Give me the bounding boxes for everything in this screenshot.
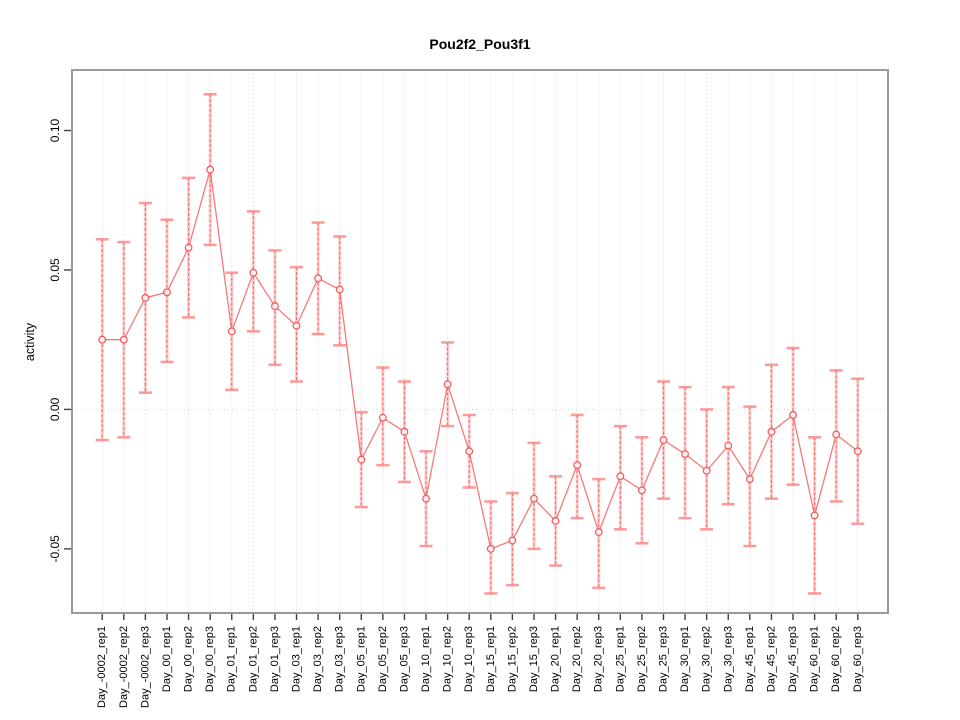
x-tick-label: Day_45_rep1 [744, 626, 756, 692]
x-tick-label: Day_25_rep2 [636, 626, 648, 692]
data-point [184, 243, 193, 252]
data-point [292, 321, 301, 330]
x-tick-label: Day_03_rep3 [334, 626, 346, 692]
x-tick-label: Day_01_rep1 [226, 626, 238, 692]
x-tick-label: Day_00_rep3 [204, 626, 216, 692]
data-point [594, 528, 603, 537]
data-point [206, 165, 215, 174]
data-point [810, 511, 819, 520]
x-tick-label: Day_10_rep2 [442, 626, 454, 692]
x-tick-label: Day_00_rep2 [183, 626, 195, 692]
y-tick-label: 0.05 [48, 258, 62, 282]
x-tick-label: Day_20_rep2 [571, 626, 583, 692]
data-point [378, 413, 387, 422]
data-point [637, 486, 646, 495]
x-tick-label: Day_05_rep1 [355, 626, 367, 692]
x-tick-label: Day_60_rep3 [852, 626, 864, 692]
x-tick-label: Day_10_rep3 [463, 626, 475, 692]
data-point [249, 268, 258, 277]
x-tick-label: Day_10_rep1 [420, 626, 432, 692]
x-tick-label: Day_60_rep1 [809, 626, 821, 692]
x-tick-label: Day_15_rep3 [528, 626, 540, 692]
data-point [702, 466, 711, 475]
data-point [465, 447, 474, 456]
data-point [853, 447, 862, 456]
data-point [530, 494, 538, 503]
x-tick-label: Day_03_rep2 [312, 626, 324, 692]
plot-area-border [71, 69, 889, 614]
data-point [98, 335, 107, 344]
x-tick-label: Day_25_rep1 [614, 626, 626, 692]
x-tick-label: Day_20_rep1 [550, 626, 562, 692]
data-point [573, 461, 582, 470]
x-tick-label: Day_01_rep2 [247, 626, 259, 692]
y-tick-label: -0.05 [48, 535, 62, 563]
x-tick-label: Day_15_rep1 [485, 626, 497, 692]
data-point [659, 436, 668, 445]
x-tick-label: Day_05_rep2 [377, 626, 389, 692]
x-tick-label: Day_20_rep3 [593, 626, 605, 692]
data-point [141, 293, 150, 302]
x-tick-label: Day_25_rep3 [657, 626, 669, 692]
data-point [422, 494, 430, 503]
data-point [486, 544, 495, 553]
data-point [832, 430, 841, 439]
x-tick-label: Day_03_rep1 [291, 626, 303, 692]
data-point [616, 472, 625, 481]
x-tick-label: Day_30_rep1 [679, 626, 691, 692]
data-point [314, 274, 323, 283]
x-tick-label: Day_01_rep3 [269, 626, 281, 692]
data-point [400, 427, 409, 436]
x-tick-label: Day_30_rep2 [701, 626, 713, 692]
data-point [443, 380, 452, 389]
x-tick-label: Day_30_rep3 [722, 626, 734, 692]
y-tick-label: 0.10 [48, 119, 62, 143]
chart-title: Pou2f2_Pou3f1 [429, 36, 531, 52]
data-point [335, 285, 344, 294]
x-tick-label: Day_45_rep2 [765, 626, 777, 692]
data-point [789, 411, 797, 419]
data-point [227, 327, 236, 336]
series-line [102, 169, 859, 550]
data-point [357, 455, 366, 464]
data-point [270, 302, 279, 311]
y-tick-label: 0.00 [48, 397, 62, 421]
x-tick-label: Day_-0002_rep1 [96, 626, 108, 708]
x-tick-label: Day_15_rep2 [506, 626, 518, 692]
x-tick-label: Day_00_rep1 [161, 626, 173, 692]
x-tick-label: Day_60_rep2 [830, 626, 842, 692]
data-point [745, 475, 754, 484]
data-point [163, 288, 171, 297]
x-tick-label: Day_-0002_rep3 [139, 626, 151, 708]
data-point [508, 536, 517, 545]
data-point [551, 517, 560, 525]
x-tick-label: Day_45_rep3 [787, 626, 799, 692]
data-point [724, 441, 733, 450]
x-tick-label: Day_05_rep3 [398, 626, 410, 692]
data-point [681, 450, 690, 458]
data-point [767, 427, 776, 436]
data-point [119, 335, 128, 344]
x-tick-label: Day_-0002_rep2 [118, 626, 130, 708]
